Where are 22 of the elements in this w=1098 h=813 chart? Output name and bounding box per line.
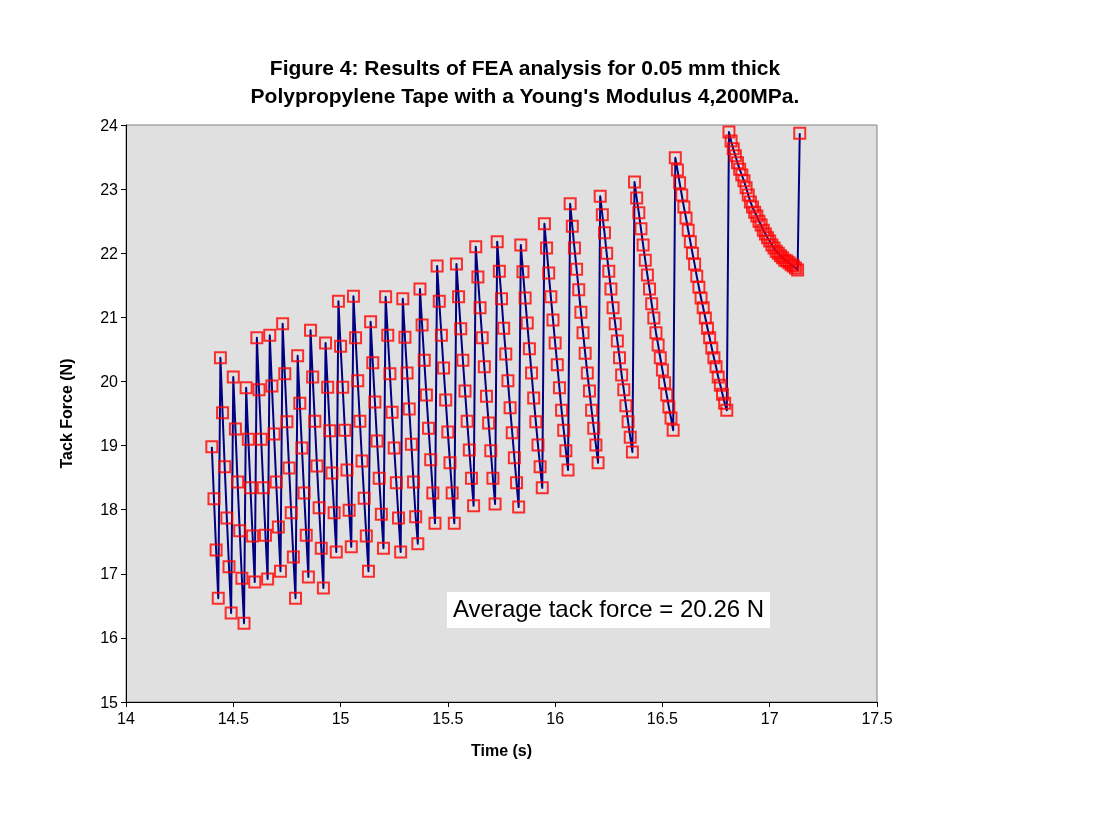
x-tick-label: 14.5 <box>217 709 249 727</box>
y-tick-label: 20 <box>100 372 119 390</box>
y-tick-label: 15 <box>100 693 119 711</box>
y-tick-label: 17 <box>100 565 119 583</box>
x-tick-label: 15.5 <box>432 709 464 727</box>
x-tick-label: 15 <box>331 709 350 727</box>
x-tick-label: 16 <box>546 709 565 727</box>
x-tick-label: 14 <box>117 709 135 727</box>
annotation: Average tack force = 20.26 N <box>453 594 765 622</box>
y-tick-label: 21 <box>100 308 119 326</box>
x-tick-label: 16.5 <box>646 709 679 727</box>
y-tick-label: 19 <box>100 437 119 455</box>
y-tick-label: 22 <box>100 244 119 262</box>
y-tick-label: 18 <box>100 501 119 519</box>
x-tick-label: 17 <box>760 709 779 727</box>
y-tick-label: 24 <box>100 116 119 134</box>
x-tick-label: 17.5 <box>861 709 893 727</box>
chart-title: Figure 4: Results of FEA analysis for 0.05 mm thick Polypropylene Tape with a Young's Modulus 4,200MPa. <box>250 55 800 107</box>
y-tick-label: 23 <box>100 180 119 198</box>
y-axis-title: Tack Force (N) <box>57 358 75 469</box>
x-axis-title: Time (s) <box>470 741 533 759</box>
y-tick-label: 16 <box>100 629 119 647</box>
